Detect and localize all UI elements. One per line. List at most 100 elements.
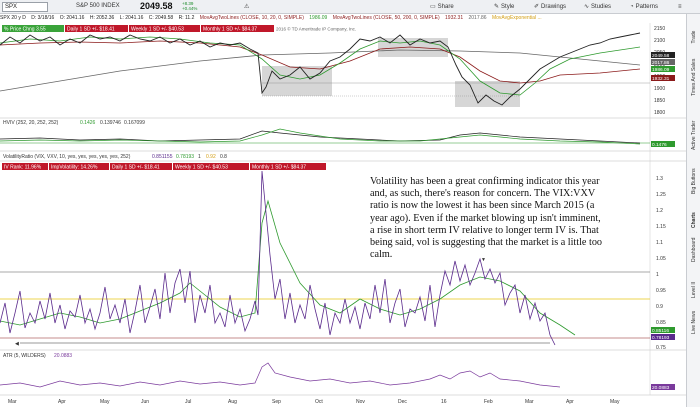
tab-live-news-label: Live News: [691, 310, 697, 334]
x-tick: Oct: [315, 399, 323, 405]
ma20-line: [0, 36, 641, 96]
tab-active-trader[interactable]: Active Trader: [687, 120, 700, 164]
alert-icon[interactable]: ⚠: [244, 4, 250, 10]
peak-marker-icon: ▼: [481, 257, 486, 263]
change-percent: +0.44%: [182, 6, 198, 11]
hviv-value-label: [651, 141, 675, 147]
patterns-label: Patterns: [635, 4, 658, 10]
x-tick: Apr: [58, 399, 66, 405]
volratio-last-label: [651, 334, 675, 340]
bar-date: D: 3/18/16: [31, 15, 55, 21]
top-toolbar: SPX S&P 500 INDEX 2049.58 +8.39 +0.44% ⚠ …: [0, 0, 700, 14]
tab-charts[interactable]: Charts: [687, 208, 700, 232]
volratio-panel: IV Rank: 11.96% ImpVolatility: 14.26% Da…: [0, 163, 675, 351]
study-ma-long-value: 1932.31: [445, 15, 464, 21]
price-change-tag: [2, 25, 64, 32]
volratio-tick: 0.95: [656, 288, 666, 294]
last-price: 2049.58: [140, 1, 173, 11]
volratio-tick: 1.15: [656, 224, 666, 230]
patterns-icon: ◔: [630, 4, 634, 10]
ma200-label: [651, 59, 675, 65]
share-button[interactable]: ▭ Share: [430, 2, 454, 12]
studies-button[interactable]: ∿ Studies: [584, 2, 611, 12]
impvol-tag: [49, 163, 109, 170]
impvol-tag-text: ImpVolatility: 14.26%: [51, 165, 98, 171]
menu-icon[interactable]: ≡: [678, 4, 682, 10]
volratio-tick: 0.9: [656, 304, 663, 310]
volratio-value-2: 0.78193: [176, 154, 194, 160]
price-change-tag-text: % Price Chng 3.55: [4, 27, 46, 33]
volratio-tick: 0.85: [656, 320, 666, 326]
x-tick: Mar: [525, 399, 534, 405]
tab-big-buttons[interactable]: Big Buttons: [687, 166, 700, 206]
volratio-tick: 1.25: [656, 192, 666, 198]
style-label: Style: [501, 4, 515, 10]
volratio-avg-label: [651, 327, 675, 333]
volratio-tick: 1.1: [656, 240, 663, 246]
hviv-panel: HVIV (252, 20, 252, 252) 0.1426 0.139746…: [0, 120, 675, 148]
x-tick: 16: [441, 399, 447, 405]
hviv-value-1: 0.1426: [80, 120, 96, 126]
patterns-button[interactable]: ◔ Patterns: [630, 2, 658, 12]
chart-period[interactable]: SPX 20 y D: [0, 15, 26, 21]
tab-level-ii-label: Level II: [691, 281, 697, 298]
study-ma-long[interactable]: MovAvgTwoLines (CLOSE, 50, 200, 0, SIMPL…: [332, 15, 440, 21]
price-panel: % Price Chng 3.55 Daily 1 SD +/- $18.41 …: [0, 25, 675, 116]
annotation-text: Volatility has been a great confirming i…: [370, 176, 603, 261]
hviv-value-3: 0.167099: [124, 120, 145, 126]
ma50-label: [651, 75, 675, 81]
study-ma-short[interactable]: MovAvgTwoLines (CLOSE, 10, 20, 0, SIMPLE…: [199, 15, 304, 21]
hviv-value-label-text: 0.1476: [652, 142, 667, 148]
atr-value: 20.0883: [54, 353, 72, 359]
chart-area[interactable]: % Price Chng 3.55 Daily 1 SD +/- $18.41 …: [0, 23, 686, 407]
study-ema[interactable]: MovAvgExponential ...: [491, 15, 542, 21]
symbol-input[interactable]: SPX: [2, 2, 48, 12]
hv-line: [0, 130, 641, 144]
tab-dashboard[interactable]: Dashboard: [687, 234, 700, 274]
x-tick: Sep: [272, 399, 281, 405]
hviv-label: HVIV (252, 20, 252, 252): [3, 120, 59, 126]
ma20-label: [651, 66, 675, 72]
symbol-name: S&P 500 INDEX: [76, 3, 120, 9]
atr-value-label-text: 20.0883: [652, 385, 670, 391]
atr-line: [0, 362, 561, 388]
x-tick: Aug: [228, 399, 237, 405]
volratio-label: VolatilityRatio (VIX, VXV, 10, yes, yes,…: [3, 154, 131, 160]
studies-icon: ∿: [584, 4, 590, 10]
ivrank-tag: [2, 163, 48, 170]
price-line: [0, 32, 641, 106]
x-tick: May: [610, 399, 620, 405]
volratio-avg-label-text: 0.85116: [652, 328, 669, 334]
ma200-label-text: 2017.86: [652, 60, 670, 66]
x-tick: Nov: [356, 399, 365, 405]
atr-value-label: [651, 384, 675, 390]
monthly-sd-tag: [201, 25, 274, 32]
drawings-button[interactable]: ✐ Drawings: [534, 2, 566, 12]
ma50-line: [0, 40, 641, 84]
atr-label: ATR (5, WILDERS): [3, 353, 46, 359]
vr-weekly-tag: [173, 163, 249, 170]
volratio-line: [0, 170, 556, 346]
vr-daily-tag-text: Daily 1 SD +/- $18.41: [112, 165, 160, 171]
daily-sd-tag: [65, 25, 128, 32]
ma50-label-text: 1932.31: [652, 76, 670, 82]
style-button[interactable]: ✎ Style: [494, 2, 514, 12]
atr-panel: ATR (5, WILDERS) 20.0883 20.0883: [0, 353, 675, 391]
share-icon: ▭: [430, 4, 436, 10]
volratio-value-1: 0.851155: [152, 154, 173, 160]
volratio-value-5: 0.8: [220, 154, 227, 160]
price-tick: 1850: [654, 98, 665, 104]
tab-active-trader-label: Active Trader: [691, 120, 697, 150]
tab-trade[interactable]: Trade: [687, 18, 700, 54]
x-tick: Jul: [185, 399, 191, 405]
tab-level-ii[interactable]: Level II: [687, 276, 700, 304]
x-tick: May: [100, 399, 110, 405]
vr-weekly-tag-text: Weekly 1 SD +/- $40.53: [175, 165, 228, 171]
studies-label: Studies: [591, 4, 612, 10]
volratio-header: VolatilityRatio (VIX, VXV, 10, yes, yes,…: [3, 154, 227, 160]
bar-open: O: 2041.16: [59, 15, 85, 21]
tab-times-and-sales-label: Times And Sales: [691, 58, 697, 96]
tab-live-news[interactable]: Live News: [687, 306, 700, 346]
ivrank-tag-text: IV Rank: 11.96%: [4, 165, 42, 171]
tab-times-and-sales[interactable]: Times And Sales: [687, 58, 700, 118]
